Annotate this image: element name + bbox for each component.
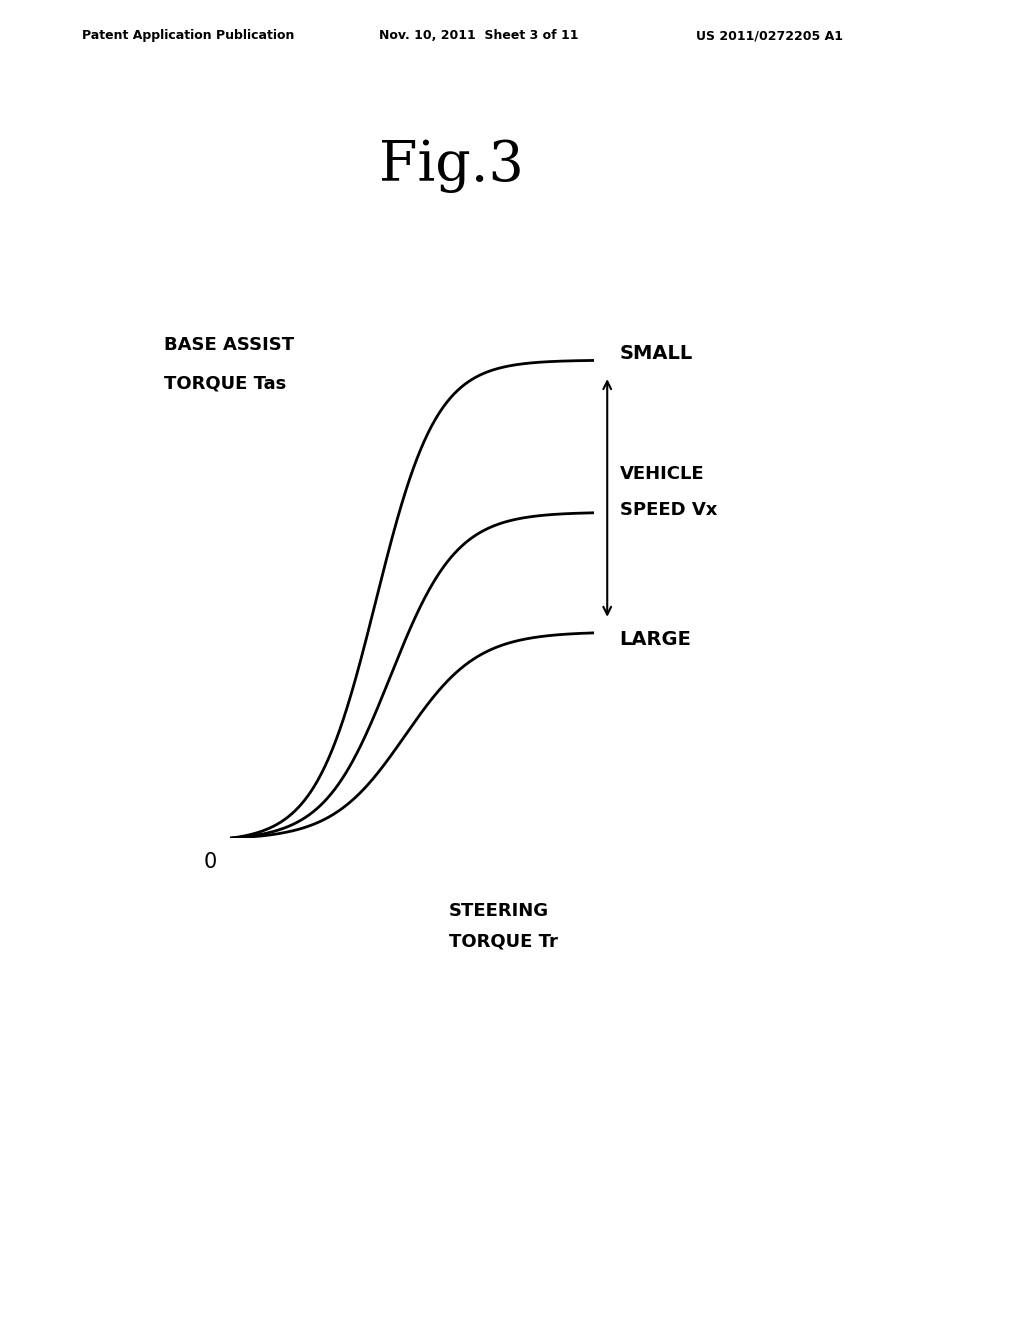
Text: SMALL: SMALL [620, 345, 693, 363]
Text: SPEED Vx: SPEED Vx [620, 500, 717, 519]
Text: 0: 0 [204, 851, 216, 873]
Text: TORQUE Tr: TORQUE Tr [449, 932, 557, 950]
Text: Fig.3: Fig.3 [379, 139, 523, 193]
Text: VEHICLE: VEHICLE [620, 465, 705, 483]
Text: Patent Application Publication: Patent Application Publication [82, 29, 294, 42]
Text: TORQUE Tas: TORQUE Tas [164, 375, 286, 392]
Text: LARGE: LARGE [620, 630, 691, 649]
Text: US 2011/0272205 A1: US 2011/0272205 A1 [696, 29, 844, 42]
Text: BASE ASSIST: BASE ASSIST [164, 337, 294, 354]
Text: Nov. 10, 2011  Sheet 3 of 11: Nov. 10, 2011 Sheet 3 of 11 [379, 29, 579, 42]
Text: STEERING: STEERING [449, 902, 549, 920]
